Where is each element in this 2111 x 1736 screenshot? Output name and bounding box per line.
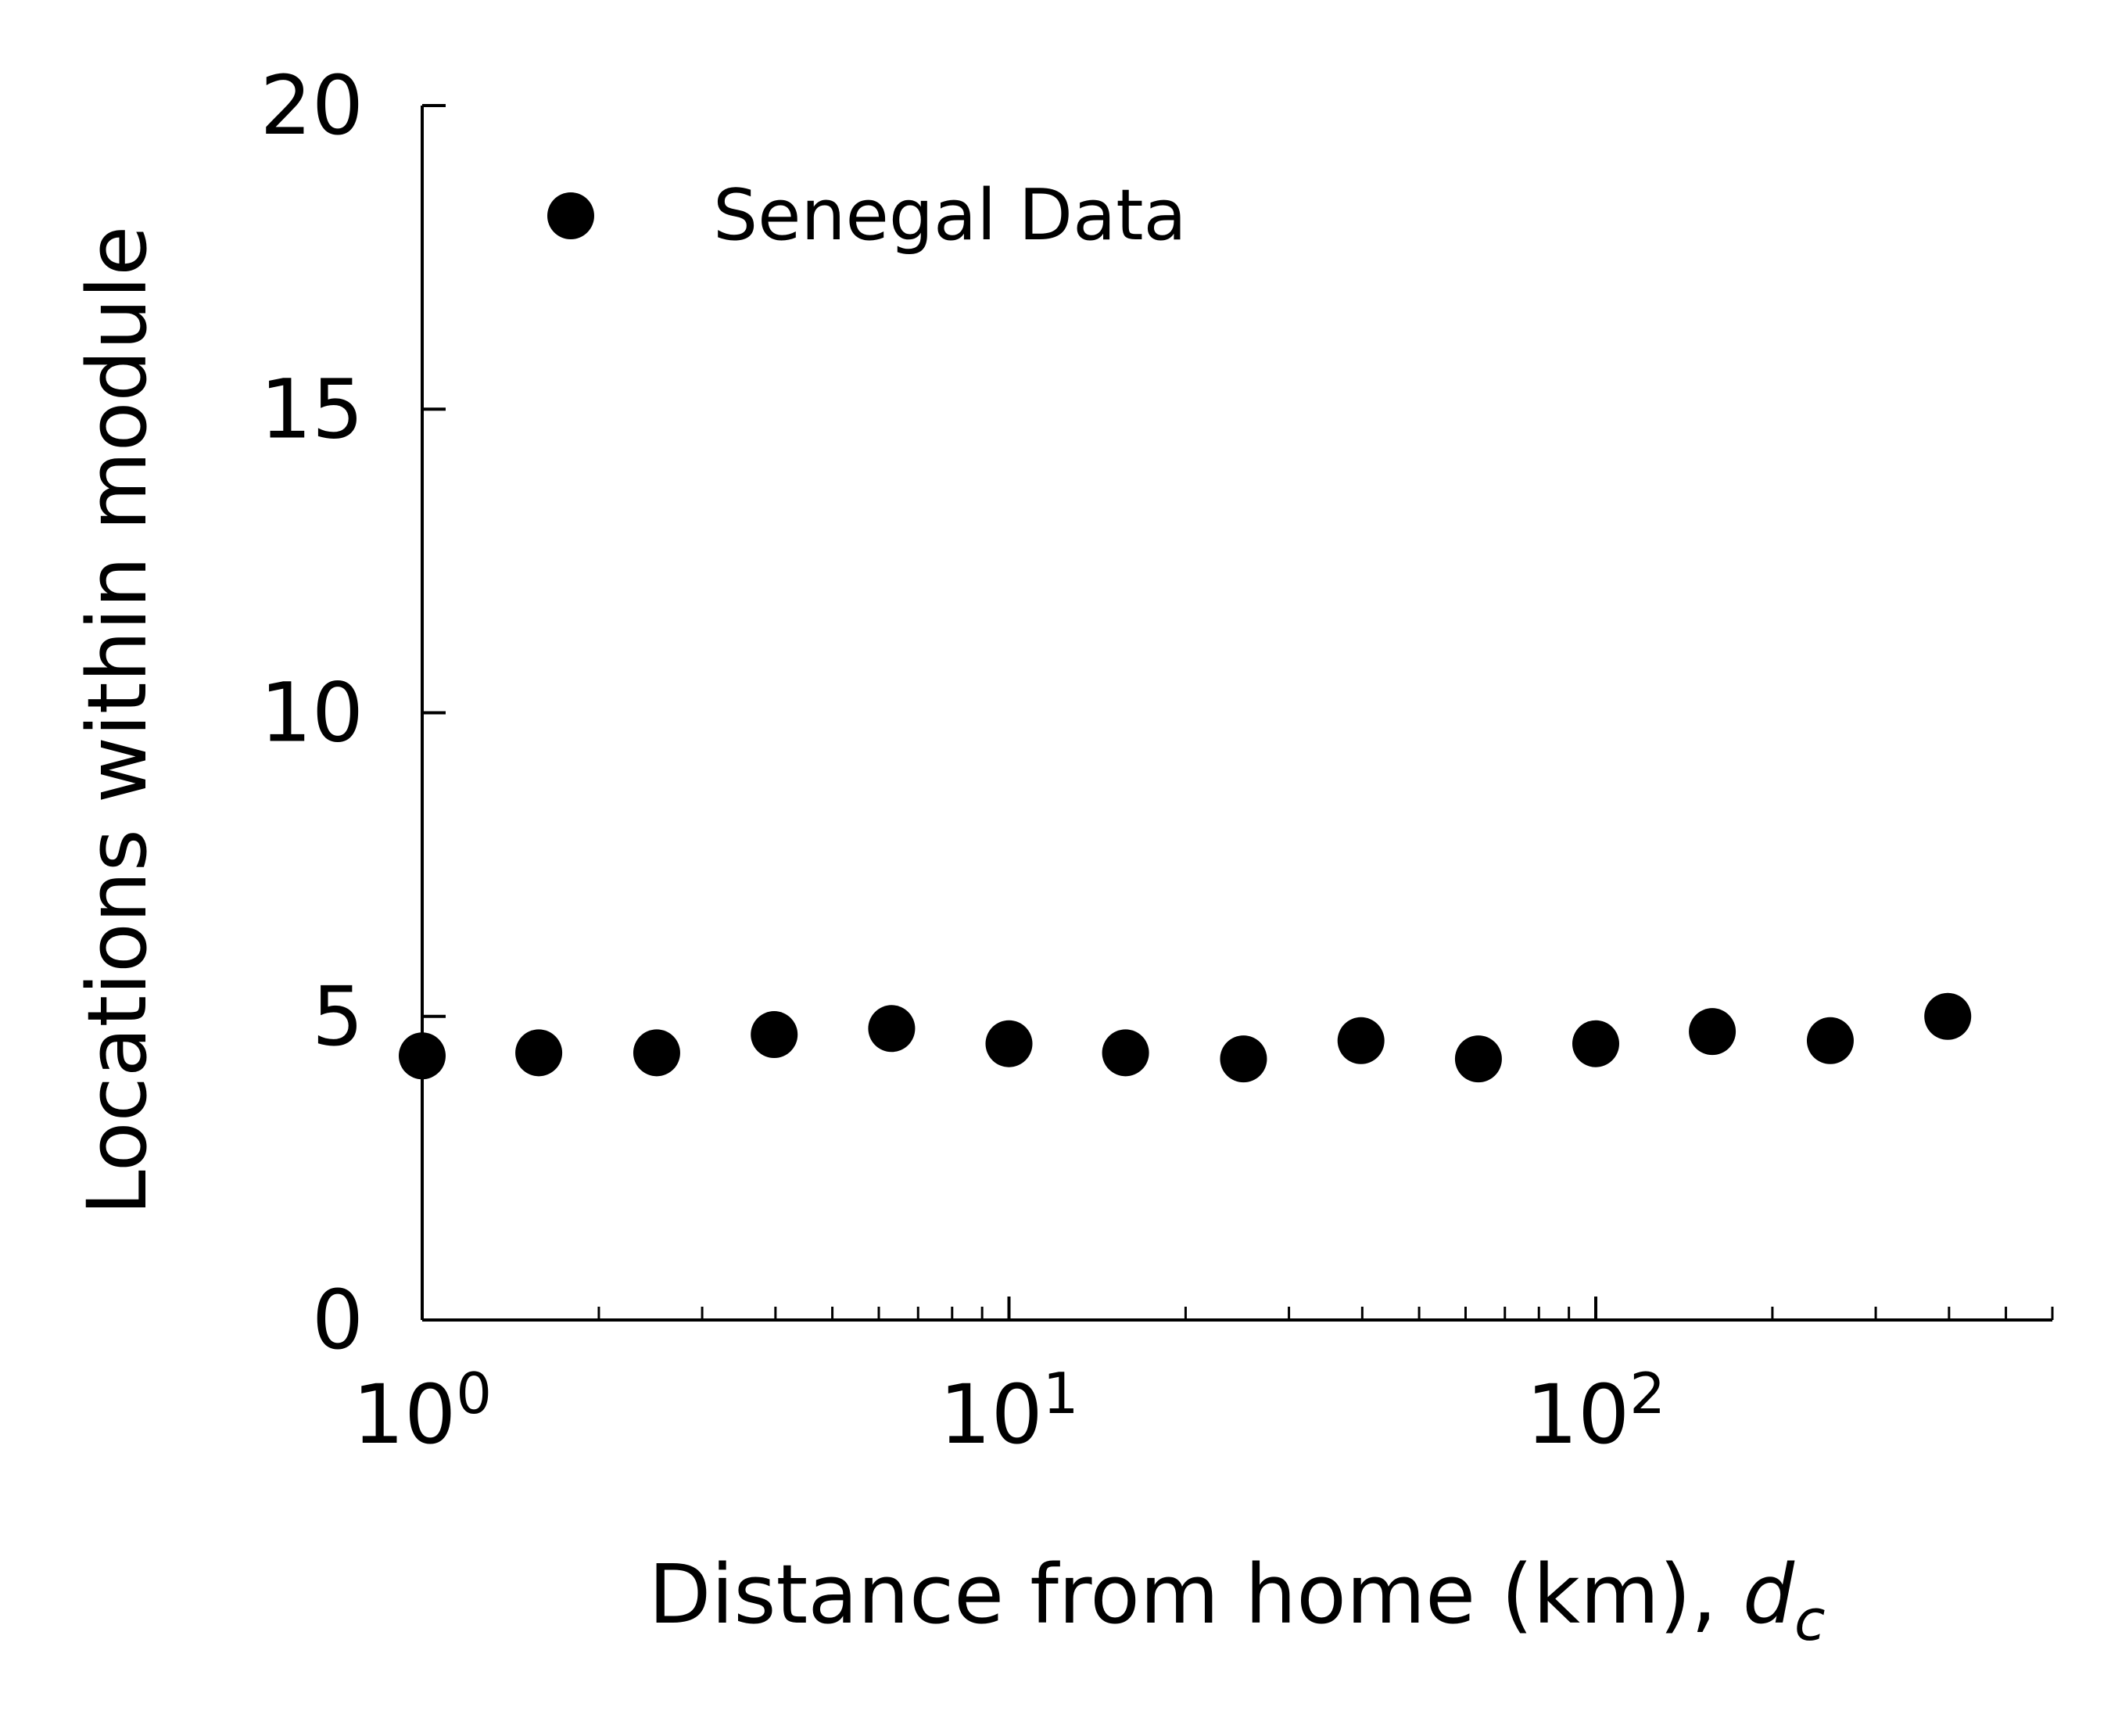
x-tick-base: 10 [1526,1367,1629,1462]
x-tick-base: 10 [353,1367,456,1462]
data-point [1102,1029,1149,1077]
legend-marker-senegal-data [547,192,594,239]
y-tick-label: 10 [260,665,364,761]
x-axis-label: Distance from home (km), dc [648,1547,1825,1653]
axes [421,106,2052,1322]
data-point [399,1032,446,1080]
x-tick-exponent: 0 [456,1361,492,1426]
legend-label: Senegal Data [713,174,1187,256]
data-point [1454,1035,1502,1083]
data-point [1689,1008,1736,1056]
x-tick-exponent: 2 [1629,1361,1665,1426]
x-tick-label: 100 [353,1361,492,1462]
legend: Senegal Data [547,174,1187,256]
data-point [985,1020,1033,1067]
y-tick-label: 15 [260,361,364,457]
x-tick-label: 102 [1526,1361,1665,1462]
x-axis-label-subscript: c [1794,1587,1826,1653]
x-axis-label-variable: d [1743,1547,1795,1642]
y-tick-label: 20 [260,58,364,153]
data-point [515,1029,563,1077]
data-point [1337,1017,1385,1064]
data-point [1220,1035,1267,1083]
x-axis-ticks: 100 101 102 [353,1297,2054,1462]
data-point [633,1029,680,1077]
data-point [1806,1017,1854,1064]
x-tick-exponent: 1 [1043,1361,1079,1426]
x-axis-label-text: Distance from home (km), [648,1547,1743,1642]
data-points [399,992,1972,1083]
x-tick-base: 10 [939,1367,1042,1462]
x-tick-label: 101 [939,1361,1078,1462]
y-tick-label: 5 [312,969,364,1064]
data-point [751,1011,798,1059]
y-axis-label: Locations within module [70,226,165,1215]
data-point [1924,992,1972,1040]
y-axis-ticks: 0 5 10 15 20 [260,58,446,1368]
y-tick-label: 0 [312,1272,364,1368]
data-point [1572,1020,1619,1067]
data-point [868,1005,916,1053]
